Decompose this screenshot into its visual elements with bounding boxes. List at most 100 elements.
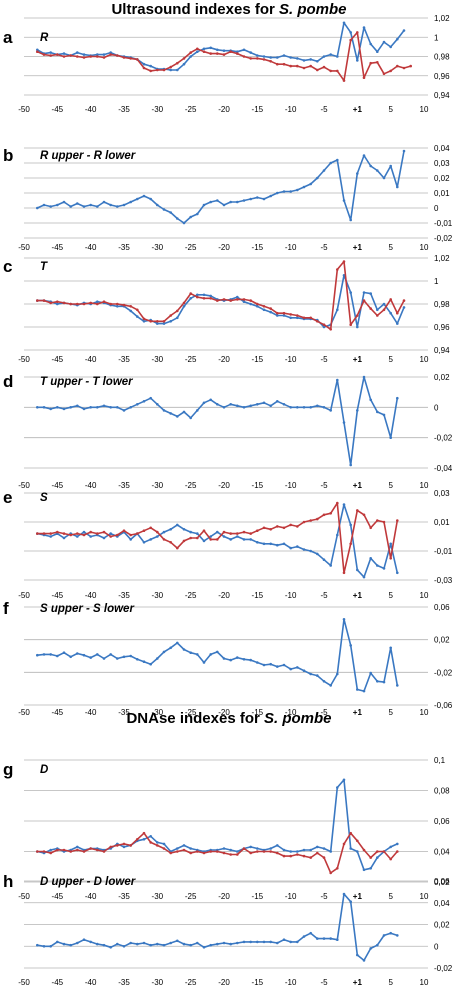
data-point [209,943,212,947]
data-point [96,942,99,946]
x-tick-label: -15 [252,591,264,600]
data-point [342,199,346,202]
data-point [362,26,366,29]
data-point [262,850,266,853]
data-point [196,293,199,297]
panel-label: T upper - T lower [40,376,133,388]
data-point [82,653,86,657]
data-point [329,937,333,940]
data-point [162,409,166,412]
data-point [76,848,79,852]
data-point [49,54,52,57]
data-point [196,50,199,53]
data-point [342,421,346,424]
x-tick-label: -25 [185,481,197,490]
data-point [282,938,286,941]
data-point [309,64,313,68]
panel-g: 0,02 0,04 0,06 0,08 0,1 -50 -45 -40 -35 -30 -25 -20… [3,756,450,901]
data-point [389,311,393,315]
data-point [296,188,299,192]
x-tick-label: -40 [85,892,97,901]
data-point [116,657,119,660]
data-point [396,684,399,687]
data-point [229,942,232,946]
data-point [109,653,112,656]
data-point [129,844,132,847]
data-point [262,526,266,530]
data-point [302,935,306,938]
data-point [356,568,359,572]
data-point [396,311,399,315]
data-point [202,661,206,664]
data-point [209,653,212,656]
data-point [202,851,206,855]
data-point [189,536,192,540]
data-point [62,942,66,946]
x-tick-label: -35 [118,355,130,364]
data-point [376,61,379,64]
data-point [289,56,293,59]
data-point [309,519,313,522]
data-point [176,939,179,943]
data-point [36,943,39,947]
data-point [255,850,259,853]
data-point [136,197,139,201]
data-point [302,669,306,672]
data-point [116,305,119,308]
data-point [196,536,199,540]
data-point [182,848,186,852]
data-point [316,851,319,855]
data-point [202,297,206,300]
data-point [129,941,132,945]
data-point [56,530,59,534]
x-tick-label: -45 [52,591,64,600]
data-point [276,851,279,855]
data-point [362,689,366,693]
data-point [262,401,266,405]
data-point [162,320,166,323]
data-point [249,658,252,662]
data-point [202,401,206,405]
data-point [202,539,206,543]
data-point [116,942,119,946]
data-point [322,513,326,517]
x-tick-label: -35 [118,708,130,717]
data-point [242,658,246,661]
panel-label: R upper - R lower [40,150,136,162]
data-point [402,306,406,309]
data-point [182,301,186,305]
data-point [389,857,393,861]
panel-a: 0,94 0,96 0,98 1 1,02 -50 -45 -40 -35 -30 -25 -20 -1… [3,14,450,114]
panel-c: 0,94 0,96 0,98 1 1,02 -50 -45 -40 -35 -30 -25 -20 -1… [3,254,450,364]
data-point [62,55,66,58]
data-point [349,831,353,835]
data-point [322,55,326,58]
data-point [156,68,159,72]
data-point [255,403,259,406]
data-point [249,404,252,408]
data-point [102,943,106,947]
data-point [229,853,232,856]
data-point [329,684,333,687]
data-point [296,525,299,528]
data-point [229,658,232,662]
data-point [142,838,146,841]
data-point [289,313,293,316]
data-point [169,314,172,317]
data-point [222,203,226,207]
data-point [162,68,166,72]
data-point [69,943,72,947]
data-point [116,205,119,208]
data-point [136,838,139,841]
x-tick-label: -15 [252,481,264,490]
panel-letter: b [3,146,13,165]
data-point [116,844,119,847]
data-point [236,52,239,55]
data-point [142,541,146,544]
data-point [382,308,386,312]
data-point [336,158,339,162]
data-point [382,934,386,937]
x-tick-label: +1 [353,978,363,987]
data-point [262,940,266,944]
